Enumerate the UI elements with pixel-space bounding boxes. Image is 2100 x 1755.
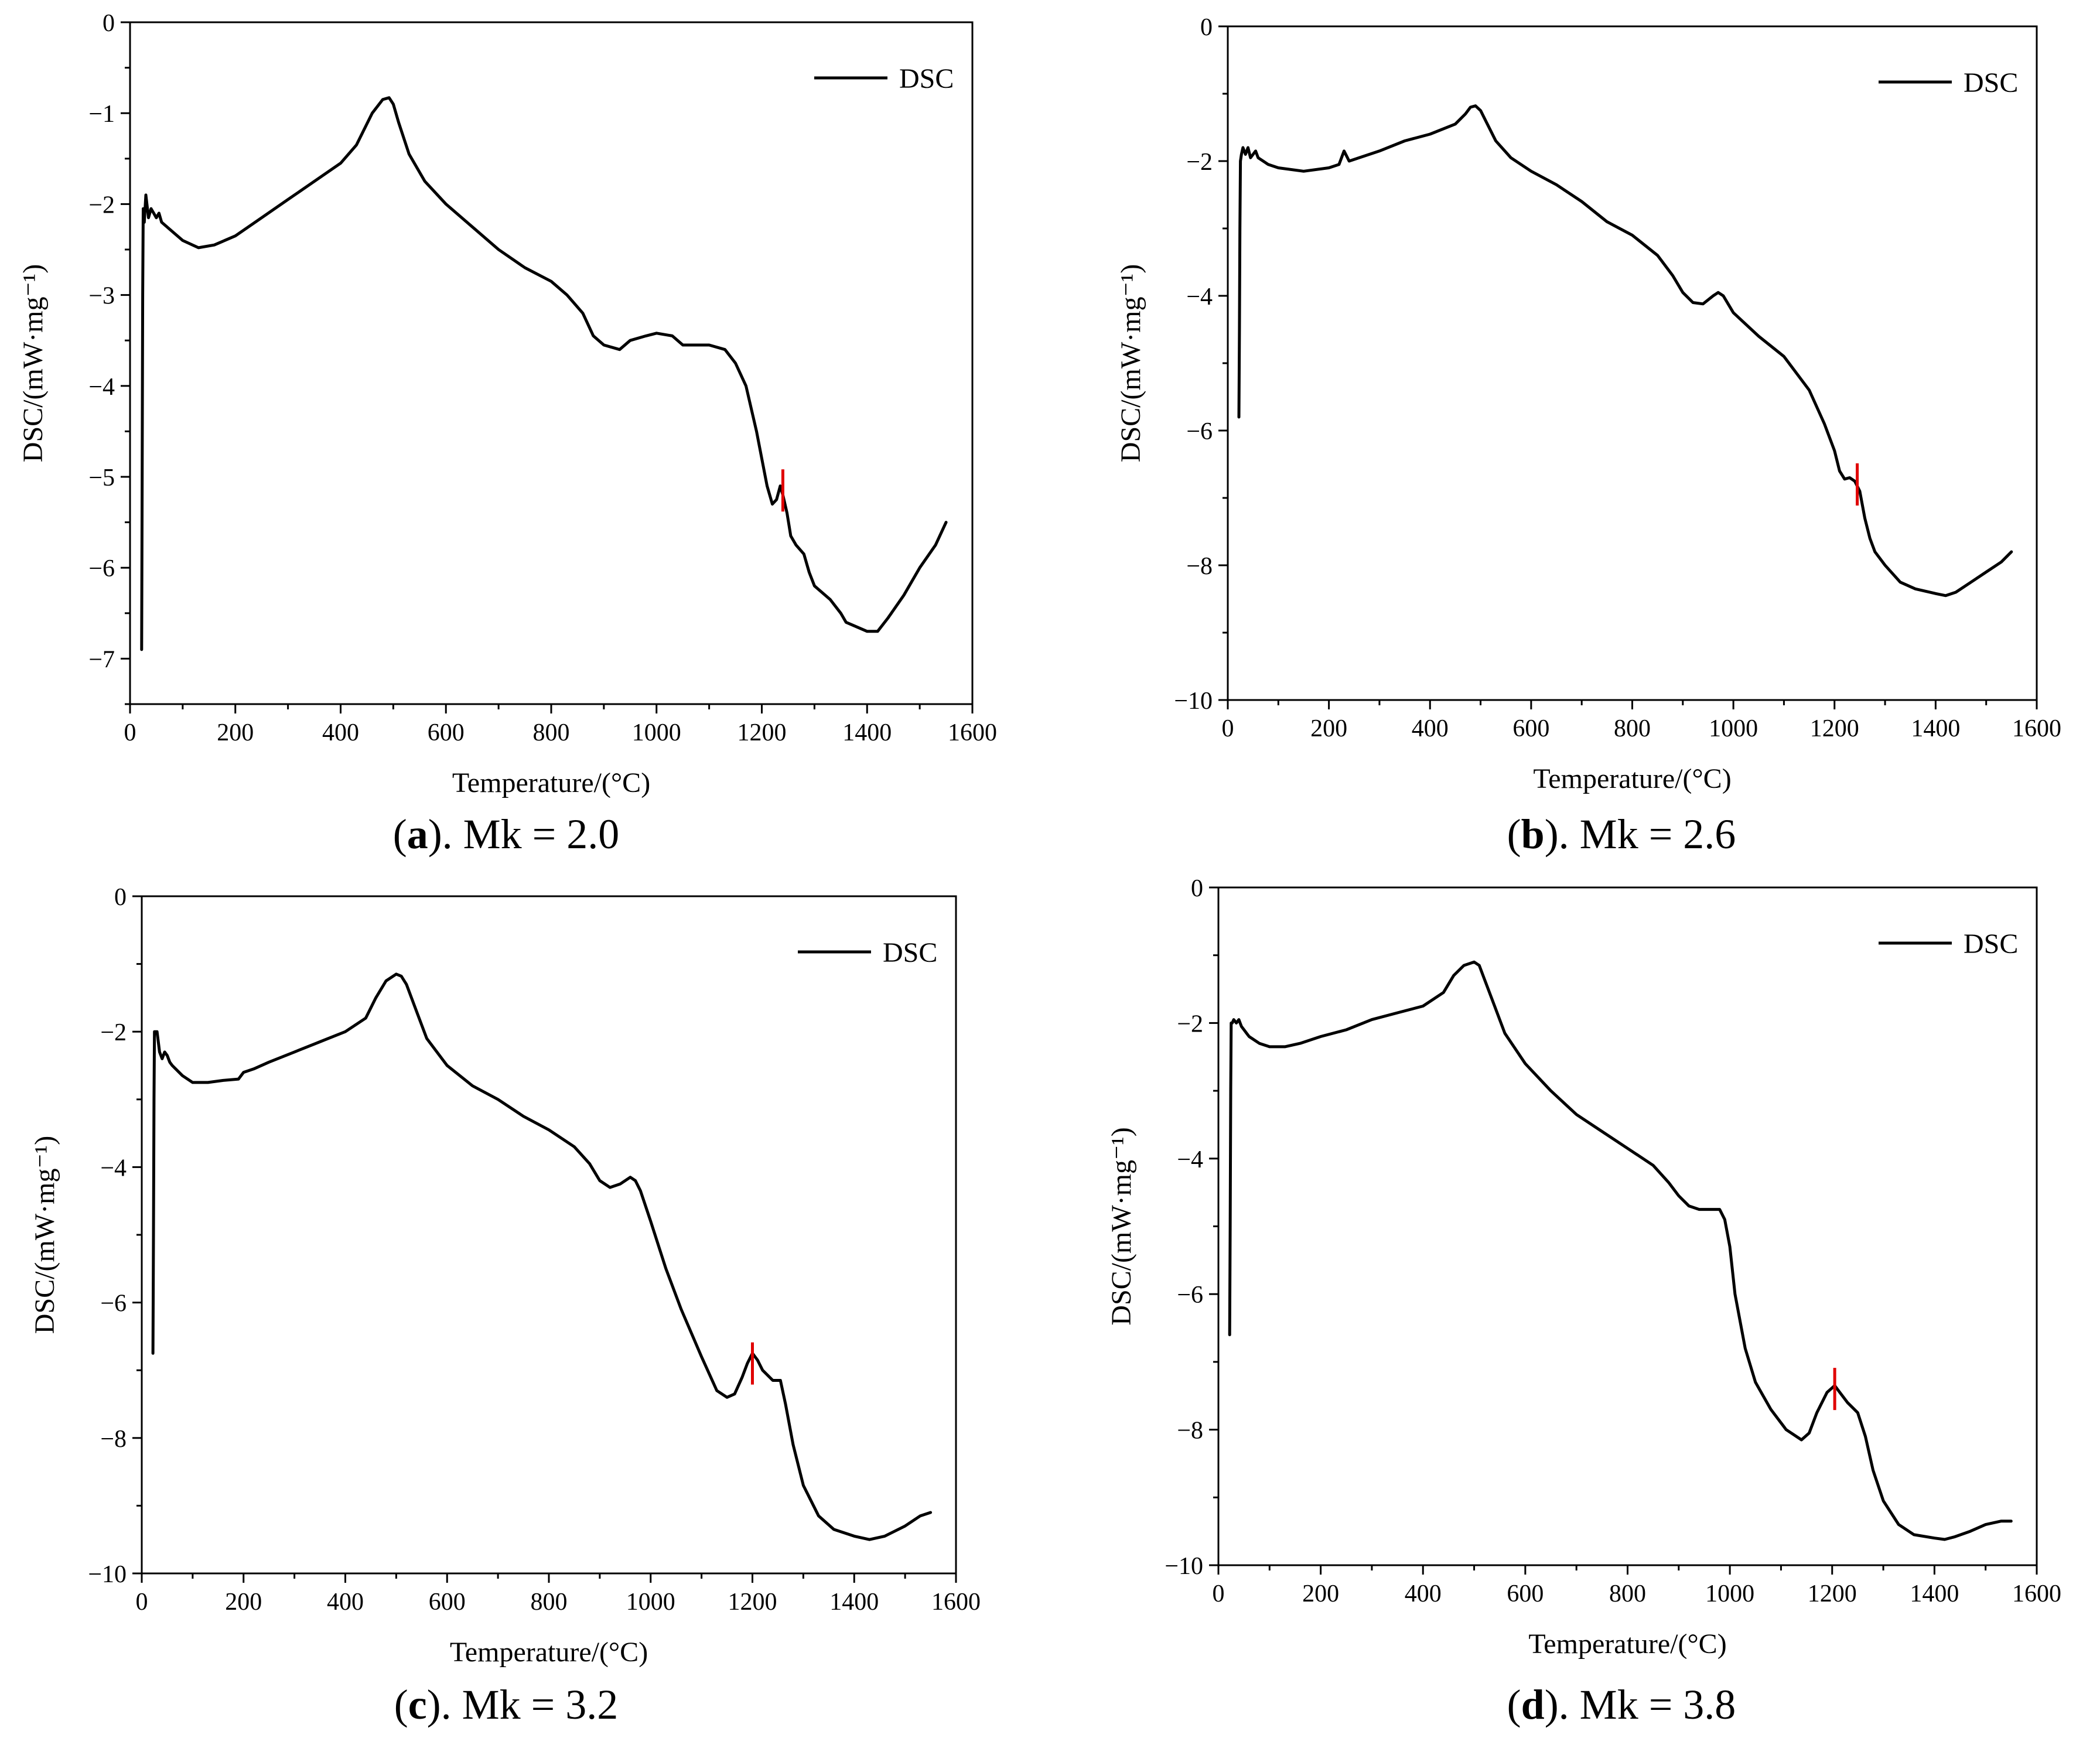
y-tick-label: −10 [1165,1553,1203,1580]
y-tick-label: 0 [1191,875,1203,902]
x-tick-label: 400 [322,719,359,746]
y-tick-label: 0 [1200,14,1213,41]
x-tick-label: 1400 [842,719,892,746]
x-tick-label: 1000 [1705,1580,1754,1607]
y-tick-label: −8 [1177,1418,1203,1445]
y-tick-label: −2 [1186,149,1213,176]
panel-caption: (a). Mk = 2.0 [393,811,620,858]
y-tick-label: 0 [103,10,115,37]
y-axis-title: DSC/(mW·mg⁻¹) [1106,1127,1137,1325]
x-tick-label: 1000 [626,1589,675,1616]
y-tick-label: −4 [1177,1146,1203,1173]
panel-caption: (c). Mk = 3.2 [394,1681,619,1728]
x-tick-label: 200 [1310,715,1347,742]
y-tick-label: −6 [1186,418,1213,445]
chart-panel-d: 0 200 400 600 800 1000 1200 1400 1600 0 −2 −4 −6 −8 −1… [1106,875,2061,1728]
y-tick-label: −10 [1174,688,1213,715]
x-axis-title: Temperature/(°C) [1533,763,1731,794]
y-axis-title: DSC/(mW·mg⁻¹) [1115,264,1146,462]
legend-label: DSC [1964,928,2018,960]
y-tick-label: −1 [88,101,115,128]
x-tick-label: 400 [1412,715,1449,742]
x-tick-label: 200 [225,1589,262,1616]
x-tick-label: 400 [1405,1580,1442,1607]
panel-caption: (d). Mk = 3.8 [1507,1681,1736,1728]
x-tick-label: 1400 [1911,715,1960,742]
x-tick-label: 1600 [948,719,997,746]
y-tick-label: −7 [88,646,115,673]
x-tick-label: 400 [327,1589,364,1616]
x-tick-label: 600 [429,1589,466,1616]
x-tick-label: 800 [1609,1580,1646,1607]
x-axis-title: Temperature/(°C) [452,767,650,798]
dsc-series-line [151,972,933,1541]
x-tick-label: 200 [1302,1580,1339,1607]
legend-label: DSC [883,937,937,968]
x-tick-label: 200 [217,719,254,746]
x-tick-label: 0 [124,719,136,746]
legend-label: DSC [899,63,954,94]
x-tick-label: 1200 [737,719,787,746]
x-tick-label: 1000 [1709,715,1758,742]
y-tick-label: −2 [100,1019,127,1046]
y-tick-label: −6 [1177,1282,1203,1309]
y-tick-label: −6 [100,1290,127,1317]
y-tick-label: −8 [100,1426,127,1453]
y-tick-label: −2 [1177,1010,1203,1037]
x-axis-title: Temperature/(°C) [1528,1628,1726,1660]
y-tick-label: −8 [1186,553,1213,580]
y-tick-label: −4 [88,374,115,401]
x-tick-label: 0 [136,1589,148,1616]
plot-frame [129,21,974,705]
y-tick-label: −2 [88,192,115,218]
x-tick-label: 0 [1213,1580,1225,1607]
x-tick-label: 600 [428,719,465,746]
x-tick-label: 1200 [728,1589,777,1616]
x-tick-label: 1600 [931,1589,981,1616]
x-tick-label: 600 [1512,715,1549,742]
x-tick-label: 600 [1507,1580,1544,1607]
x-tick-label: 800 [531,1589,568,1616]
dsc-series-line [1237,104,2013,597]
x-tick-label: 800 [1614,715,1651,742]
x-tick-label: 1400 [829,1589,879,1616]
chart-panel-b: 0 200 400 600 800 1000 1200 1400 1600 0 −2 −4 −6 −8 −1… [1115,14,2061,858]
y-tick-label: −10 [88,1561,127,1588]
legend-label: DSC [1964,67,2018,98]
y-tick-label: −3 [88,283,115,310]
y-tick-label: −4 [100,1155,127,1182]
x-tick-label: 0 [1222,715,1234,742]
chart-panel-c: 0 200 400 600 800 1000 1200 1400 1600 0 −2 −4 −6 −8 −1… [29,884,981,1728]
y-tick-label: 0 [114,884,127,911]
x-axis-title: Temperature/(°C) [450,1637,648,1668]
y-tick-label: −6 [88,555,115,582]
x-tick-label: 1200 [1810,715,1859,742]
x-tick-label: 1400 [1910,1580,1959,1607]
y-tick-label: −4 [1186,284,1213,310]
plot-frame [1227,25,2038,701]
y-axis-title: DSC/(mW·mg⁻¹) [29,1136,60,1334]
plot-frame [1217,886,2038,1566]
x-tick-label: 1600 [2012,715,2061,742]
dsc-series-line [140,96,948,651]
y-tick-label: −5 [88,465,115,491]
x-tick-label: 800 [533,719,570,746]
panel-caption: (b). Mk = 2.6 [1507,811,1736,858]
plot-frame [141,895,957,1575]
x-tick-label: 1600 [2012,1580,2061,1607]
x-tick-label: 1200 [1808,1580,1857,1607]
chart-panel-a: 0 200 400 600 800 1000 1200 1400 1600 0 −1 −2 −3 −4 −5… [18,10,997,858]
y-axis-title: DSC/(mW·mg⁻¹) [18,264,49,462]
x-tick-label: 1000 [632,719,681,746]
dsc-series-line [1228,960,2013,1541]
